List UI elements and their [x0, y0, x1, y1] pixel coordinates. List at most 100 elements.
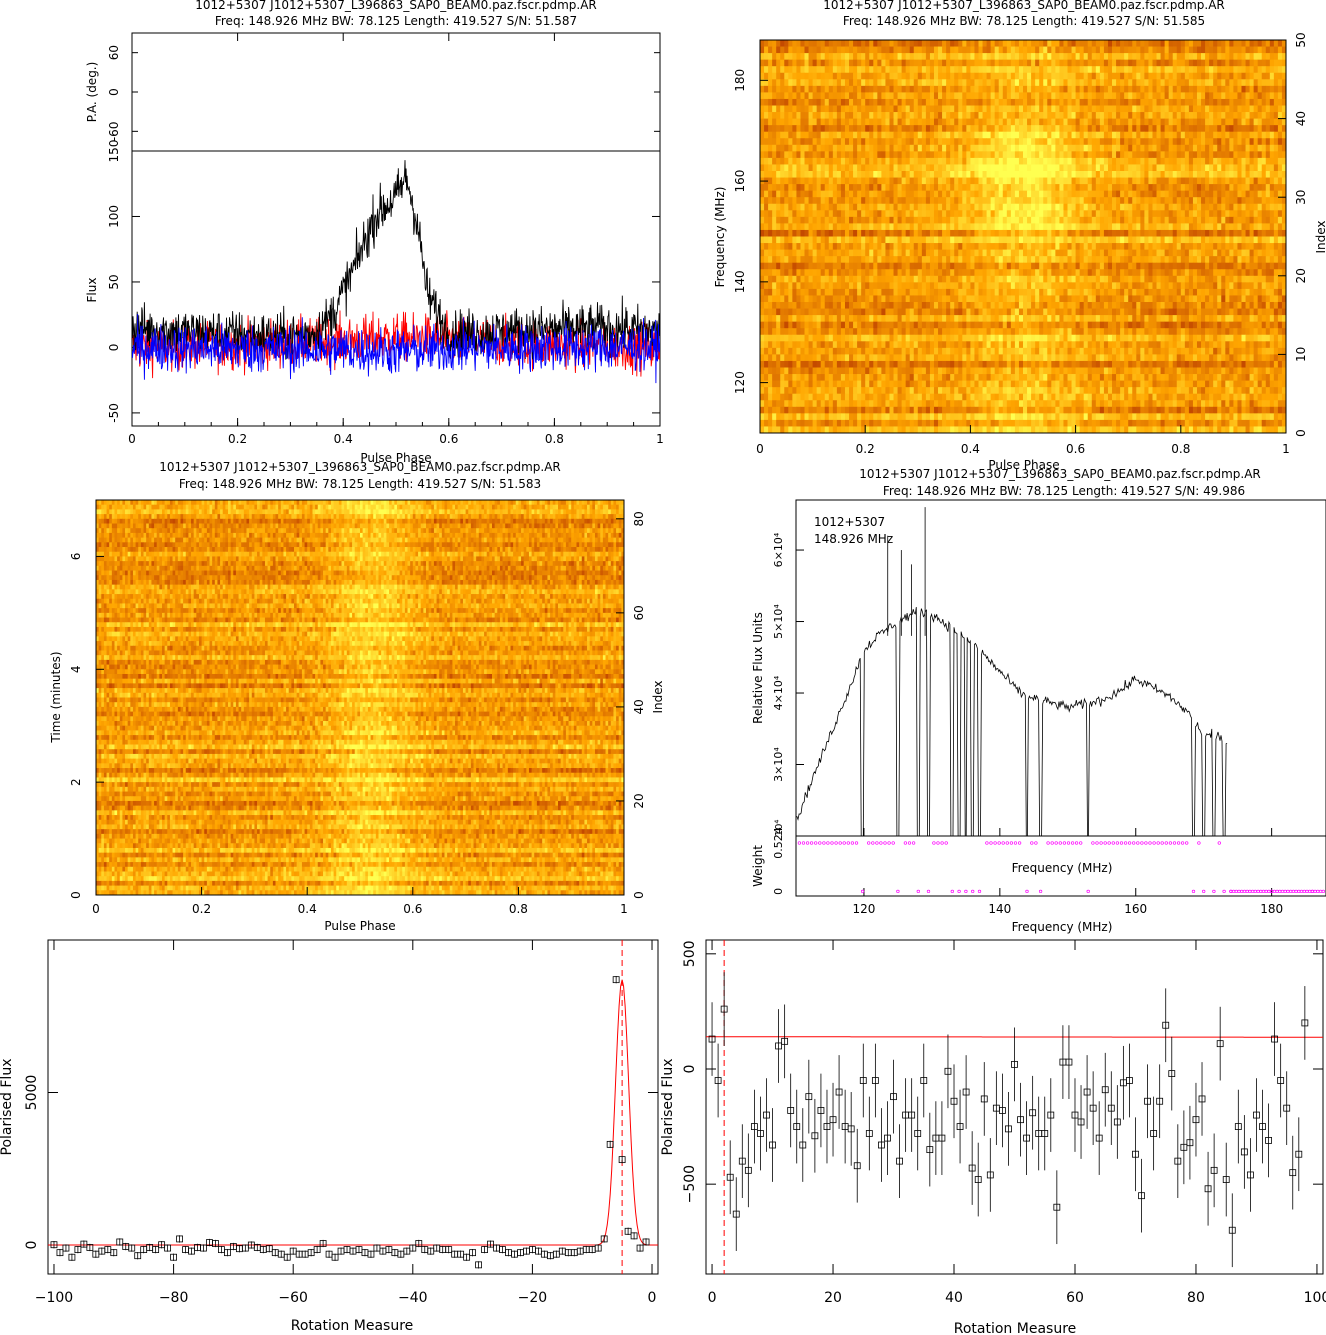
heatmap-cell [768, 151, 773, 159]
heatmap-cell [1221, 190, 1226, 198]
heatmap-cell [804, 249, 809, 257]
heatmap-cell [1241, 164, 1246, 172]
heatmap-cell [1116, 236, 1121, 244]
heatmap-cell [974, 216, 979, 224]
heatmap-cell [1196, 131, 1202, 139]
heatmap-cell [804, 262, 809, 270]
heatmap-cell [1253, 138, 1259, 146]
heatmap-cell [990, 79, 996, 87]
heatmap-cell [1136, 72, 1141, 80]
heatmap-cell [889, 66, 894, 74]
heatmap-cell [921, 275, 927, 283]
heatmap-cell [772, 59, 777, 67]
heatmap-cell [1152, 282, 1157, 290]
heatmap-cell [804, 144, 809, 152]
heatmap-cell [994, 282, 1000, 290]
heatmap-cell [776, 151, 781, 159]
heatmap-cell [966, 171, 971, 178]
heatmap-cell [853, 223, 858, 231]
heatmap-cell [853, 210, 858, 218]
heatmap-cell [812, 151, 818, 159]
heatmap-cell [869, 184, 874, 192]
heatmap-cell [861, 151, 866, 159]
heatmap-cell [1144, 197, 1149, 205]
heatmap-cell [780, 203, 785, 211]
heatmap-cell [1103, 46, 1109, 54]
heatmap-cell [849, 249, 854, 257]
heatmap-cell [1172, 92, 1178, 100]
heatmap-cell [1196, 197, 1202, 205]
heatmap-cell [1253, 112, 1259, 119]
heatmap-cell [1079, 157, 1085, 165]
heatmap-cell [857, 72, 862, 80]
heatmap-cell [1273, 46, 1279, 54]
heatmap-cell [1002, 164, 1008, 172]
heatmap-cell [1087, 98, 1093, 106]
heatmap-cell [1241, 131, 1246, 139]
heatmap-cell [836, 112, 842, 119]
heatmap-cell [958, 243, 963, 250]
heatmap-cell [1087, 269, 1093, 277]
heatmap-cell [832, 275, 838, 283]
heatmap-cell [1128, 269, 1133, 277]
heatmap-cell [1176, 249, 1182, 257]
heatmap-cell [889, 105, 894, 113]
heatmap-cell [950, 216, 955, 224]
heatmap-cell [1172, 229, 1178, 237]
heatmap-cell [1168, 125, 1174, 133]
heatmap-cell [1209, 236, 1214, 244]
heatmap-cell [1018, 236, 1024, 244]
heatmap-cell [942, 249, 947, 257]
heatmap-cell [1140, 256, 1145, 264]
heatmap-cell [1160, 184, 1166, 192]
heatmap-cell [1180, 177, 1186, 185]
heatmap-cell [1010, 190, 1016, 198]
heatmap-cell [1132, 53, 1137, 61]
heatmap-cell [1035, 164, 1040, 172]
heatmap-cell [784, 282, 789, 290]
heatmap-cell [844, 256, 850, 264]
heatmap-cell [1160, 249, 1166, 257]
heatmap-cell [1168, 164, 1174, 172]
heatmap-cell [1095, 229, 1101, 237]
heatmap-cell [1079, 40, 1085, 47]
heatmap-cell [917, 256, 923, 264]
heatmap-cell [760, 118, 765, 126]
heatmap-cell [808, 190, 813, 198]
heatmap-cell [812, 157, 818, 165]
heatmap-cell [877, 184, 882, 192]
heatmap-cell [1233, 190, 1238, 198]
heatmap-cell [1031, 275, 1036, 283]
heatmap-cell [772, 131, 777, 139]
heatmap-cell [1265, 171, 1271, 178]
heatmap-cell [1071, 164, 1076, 172]
heatmap-cell [865, 144, 870, 152]
heatmap-cell [760, 144, 765, 152]
heatmap-cell [1095, 112, 1101, 119]
heatmap-cell [954, 53, 959, 61]
heatmap-cell [978, 85, 983, 93]
heatmap-cell [764, 236, 769, 244]
heatmap-cell [1176, 282, 1182, 290]
heatmap-cell [1196, 177, 1202, 185]
heatmap-cell [788, 79, 793, 87]
heatmap-cell [1241, 223, 1246, 231]
heatmap-cell [760, 275, 765, 283]
heatmap-cell [893, 190, 898, 198]
heatmap-cell [998, 275, 1004, 283]
heatmap-cell [1132, 203, 1137, 211]
heatmap-cell [917, 151, 923, 159]
heatmap-cell [820, 98, 826, 106]
heatmap-cell [1087, 236, 1093, 244]
heatmap-cell [921, 46, 927, 54]
heatmap-cell [1083, 131, 1089, 139]
heatmap-cell [1091, 262, 1097, 270]
heatmap-cell [901, 256, 907, 264]
heatmap-cell [946, 105, 951, 113]
heatmap-cell [970, 210, 975, 218]
heatmap-cell [849, 105, 854, 113]
heatmap-cell [986, 203, 992, 211]
heatmap-cell [921, 229, 927, 237]
heatmap-cell [1023, 184, 1028, 192]
heatmap-cell [1051, 223, 1056, 231]
